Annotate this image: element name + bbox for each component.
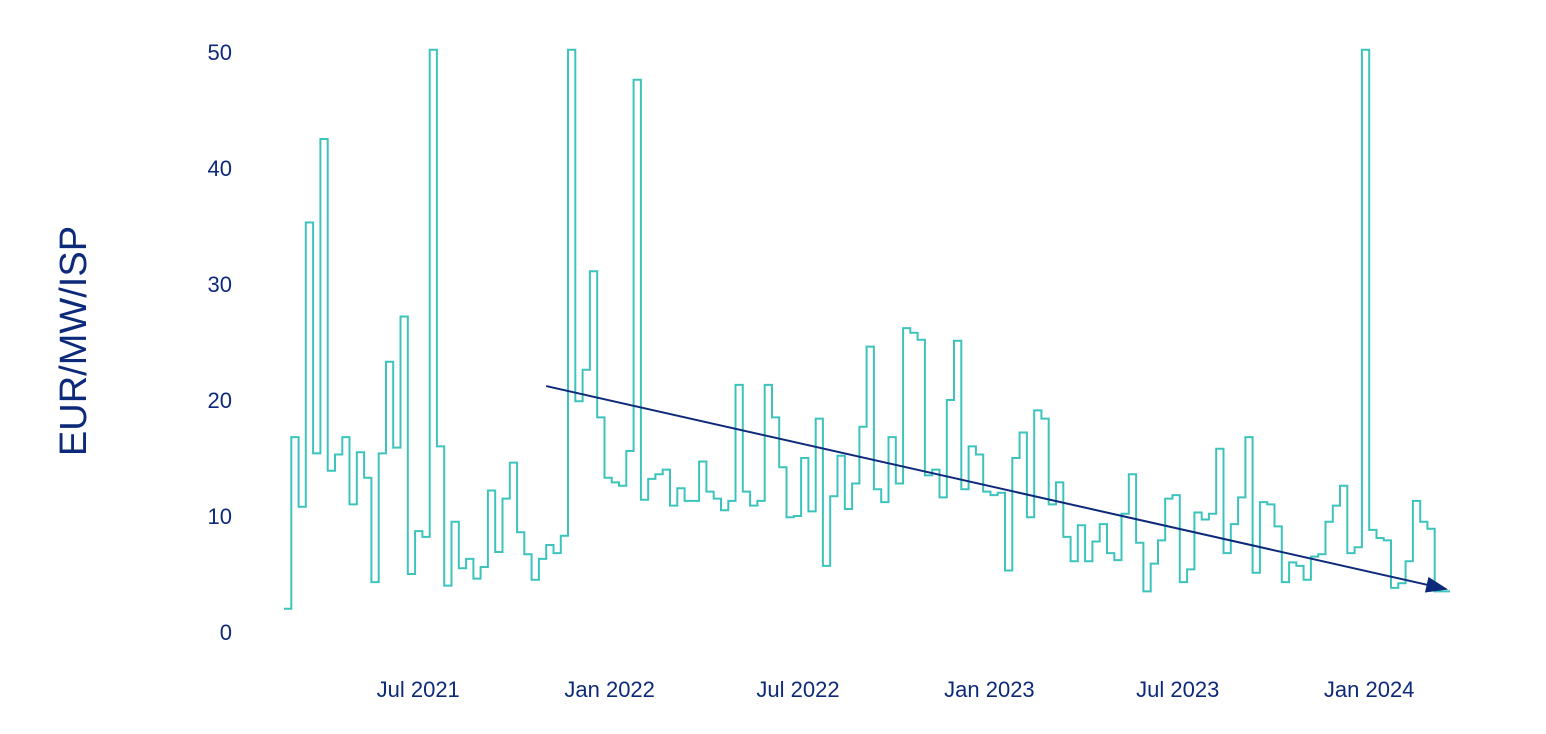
y-axis-ticks: 0 10 20 30 40 50 bbox=[208, 40, 232, 645]
series-group bbox=[284, 48, 1450, 610]
x-tick-label: Jan 2024 bbox=[1324, 677, 1415, 702]
trend-arrow bbox=[545, 385, 1449, 593]
x-tick-label: Jul 2021 bbox=[377, 677, 460, 702]
x-tick-label: Jan 2022 bbox=[564, 677, 655, 702]
y-axis-label: EUR/MW/ISP bbox=[53, 226, 95, 456]
x-tick-label: Jan 2023 bbox=[944, 677, 1035, 702]
y-tick-label: 50 bbox=[208, 40, 232, 65]
y-tick-label: 40 bbox=[208, 156, 232, 181]
trend-group bbox=[545, 385, 1449, 593]
y-tick-label: 30 bbox=[208, 272, 232, 297]
y-tick-label: 10 bbox=[208, 504, 232, 529]
x-tick-label: Jul 2022 bbox=[756, 677, 839, 702]
series-line bbox=[284, 48, 1450, 610]
y-tick-label: 0 bbox=[220, 620, 232, 645]
y-tick-label: 20 bbox=[208, 388, 232, 413]
x-axis-ticks: Jul 2021 Jan 2022 Jul 2022 Jan 2023 Jul 2023… bbox=[377, 677, 1415, 702]
x-tick-label: Jul 2023 bbox=[1136, 677, 1219, 702]
